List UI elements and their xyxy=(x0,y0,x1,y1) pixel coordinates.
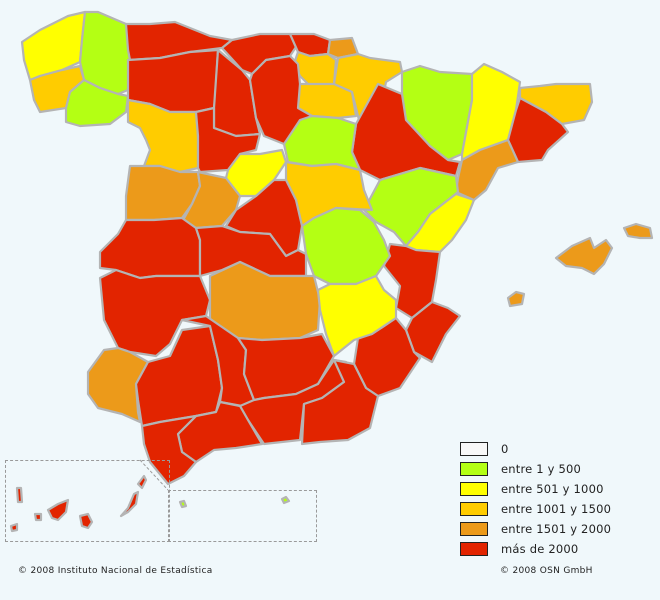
legend: 0 entre 1 y 500 entre 501 y 1000 entre 1… xyxy=(460,439,611,559)
legend-label: entre 501 y 1000 xyxy=(501,482,604,496)
province-canarias-la-palma[interactable] xyxy=(15,486,24,504)
legend-swatch xyxy=(460,542,488,556)
province-canarias-gran-canaria[interactable] xyxy=(78,512,94,530)
legend-item: entre 1 y 500 xyxy=(460,459,611,479)
province-canarias-tenerife[interactable] xyxy=(46,498,70,522)
canary-islands-inset xyxy=(5,460,170,542)
province-illes-balears-mallorca[interactable] xyxy=(554,236,614,276)
ceuta-melilla-inset xyxy=(168,490,317,542)
legend-item: entre 1501 y 2000 xyxy=(460,519,611,539)
province-bizkaia[interactable] xyxy=(288,32,332,58)
legend-swatch xyxy=(460,482,488,496)
province-illes-balears-ibiza[interactable] xyxy=(506,290,526,308)
province-canarias-fuerteventura[interactable] xyxy=(119,490,140,518)
province-ourense[interactable] xyxy=(64,78,130,128)
legend-swatch xyxy=(460,502,488,516)
province-cadiz[interactable] xyxy=(140,414,198,486)
province-melilla[interactable] xyxy=(280,495,291,505)
province-huelva[interactable] xyxy=(86,346,150,424)
legend-item: entre 1001 y 1500 xyxy=(460,499,611,519)
legend-label: entre 1 y 500 xyxy=(501,462,582,476)
province-toledo[interactable] xyxy=(194,224,308,278)
legend-item: más de 2000 xyxy=(460,539,611,559)
province-valladolid[interactable] xyxy=(194,106,262,174)
legend-label: entre 1501 y 2000 xyxy=(501,522,612,536)
province-albacete[interactable] xyxy=(316,274,398,358)
legend-item: 0 xyxy=(460,439,611,459)
province-barcelona[interactable] xyxy=(506,96,570,164)
province-canarias-hierro[interactable] xyxy=(9,522,19,533)
credit-osn: © 2008 OSN GmbH xyxy=(500,566,593,576)
province-canarias-gomera[interactable] xyxy=(33,512,43,522)
legend-label: entre 1001 y 1500 xyxy=(501,502,612,516)
province-almeria[interactable] xyxy=(300,358,380,446)
legend-item: entre 501 y 1000 xyxy=(460,479,611,499)
legend-swatch xyxy=(460,522,488,536)
province-ceuta[interactable] xyxy=(178,499,188,509)
legend-label: 0 xyxy=(501,442,509,456)
legend-label: más de 2000 xyxy=(501,542,579,556)
province-illes-balears-menorca[interactable] xyxy=(622,222,654,240)
province-canarias-lanzarote[interactable] xyxy=(136,474,148,490)
legend-swatch xyxy=(460,442,488,456)
province-caceres[interactable] xyxy=(98,216,202,280)
credit-ine: © 2008 Instituto Nacional de Estadística xyxy=(18,566,213,576)
legend-swatch xyxy=(460,462,488,476)
